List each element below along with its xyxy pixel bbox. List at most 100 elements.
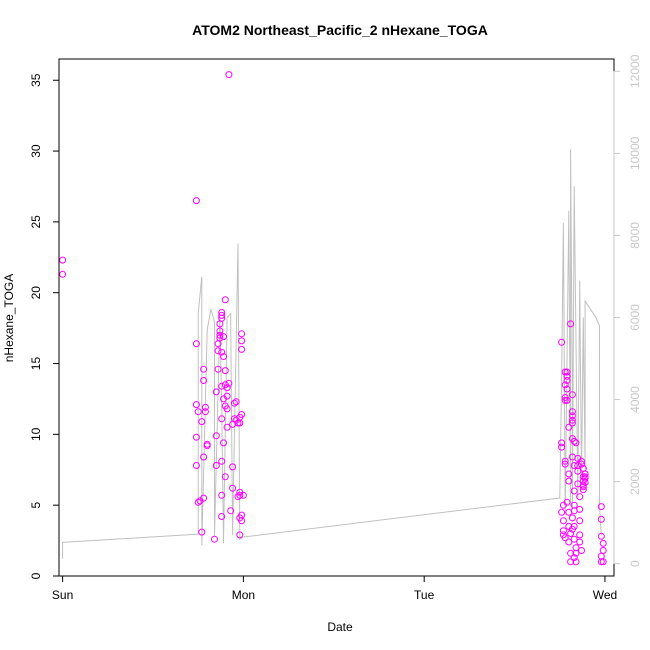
data-point <box>563 372 571 380</box>
data-point <box>559 517 567 525</box>
x-axis-label: Date <box>327 620 353 634</box>
data-point <box>236 419 244 427</box>
data-point <box>565 470 573 478</box>
data-point <box>223 423 231 431</box>
plot-frame <box>58 58 615 577</box>
y2-tick-label: 12000 <box>628 54 642 88</box>
data-point <box>220 353 227 360</box>
data-point <box>218 415 226 423</box>
data-point <box>218 311 226 319</box>
data-point <box>198 528 206 536</box>
data-point <box>561 457 569 465</box>
y-tick-label: 0 <box>29 572 43 579</box>
data-point <box>192 401 200 409</box>
data-point <box>565 538 573 546</box>
data-point <box>567 530 575 537</box>
data-point <box>567 558 575 566</box>
x-tick-label: Wed <box>593 588 617 602</box>
data-point <box>578 460 585 468</box>
y2-tick-label: 6000 <box>628 304 642 331</box>
data-point <box>200 377 208 384</box>
point-layer <box>59 71 607 566</box>
y-tick-label: 20 <box>29 286 43 300</box>
data-point <box>201 408 209 416</box>
data-point <box>218 457 226 465</box>
data-point <box>221 296 229 304</box>
y2-tick-label: 2000 <box>628 468 642 495</box>
data-point <box>203 440 211 448</box>
data-point <box>238 345 246 353</box>
y-tick-label: 35 <box>29 73 43 87</box>
data-point <box>561 460 569 468</box>
y2-tick-label: 8000 <box>628 222 642 249</box>
data-point <box>221 473 229 481</box>
data-point <box>572 549 580 557</box>
data-point <box>568 525 576 533</box>
data-point <box>565 423 573 431</box>
data-point <box>576 493 584 501</box>
data-point <box>568 419 576 427</box>
data-point <box>576 538 584 546</box>
data-point <box>214 365 222 373</box>
data-point <box>227 507 235 515</box>
data-point <box>225 379 233 387</box>
data-point <box>563 498 571 506</box>
x-tick-label: Mon <box>232 588 255 602</box>
y-tick-label: 15 <box>29 357 43 371</box>
data-point <box>597 503 605 511</box>
data-point <box>238 411 246 418</box>
data-point <box>214 347 222 355</box>
data-point <box>238 330 246 338</box>
y-tick-label: 25 <box>29 215 43 229</box>
data-point <box>570 535 578 543</box>
data-point <box>572 439 580 447</box>
y2-tick-label: 4000 <box>628 386 642 413</box>
data-point <box>572 558 580 566</box>
data-point <box>212 462 220 469</box>
data-point <box>561 534 569 542</box>
data-point <box>576 505 584 513</box>
data-point <box>218 309 226 316</box>
data-point <box>218 348 226 356</box>
data-point <box>220 439 227 447</box>
data-point <box>192 197 200 205</box>
data-point <box>192 433 200 441</box>
data-point <box>192 462 200 469</box>
data-point <box>579 481 587 489</box>
data-point <box>567 549 575 557</box>
data-point <box>236 491 244 499</box>
data-point <box>236 531 244 539</box>
data-point <box>198 418 206 426</box>
data-point <box>229 463 237 471</box>
data-point <box>565 477 573 485</box>
y2-tick-label: 10000 <box>628 136 642 170</box>
data-point <box>570 437 578 445</box>
data-point <box>194 498 202 506</box>
y-axis-label: nHexane_TOGA <box>2 274 16 363</box>
data-point <box>229 484 237 492</box>
data-point <box>200 453 208 461</box>
data-point <box>574 467 582 475</box>
data-point <box>568 514 576 522</box>
data-point <box>563 396 571 404</box>
data-point <box>239 491 247 499</box>
data-point <box>581 474 589 482</box>
data-point <box>59 270 67 278</box>
data-point <box>192 340 200 348</box>
data-point <box>220 333 227 341</box>
data-point <box>597 558 605 566</box>
data-point <box>570 554 578 562</box>
data-point <box>201 403 209 411</box>
data-point <box>567 320 575 328</box>
data-point <box>223 384 231 392</box>
data-point <box>558 508 566 516</box>
data-point <box>223 405 231 413</box>
data-point <box>211 535 218 543</box>
data-point <box>223 392 231 400</box>
data-point <box>194 408 202 416</box>
data-point <box>230 399 238 407</box>
data-point <box>238 511 246 519</box>
data-point <box>563 377 571 384</box>
data-point <box>568 416 576 424</box>
data-point <box>218 491 226 499</box>
